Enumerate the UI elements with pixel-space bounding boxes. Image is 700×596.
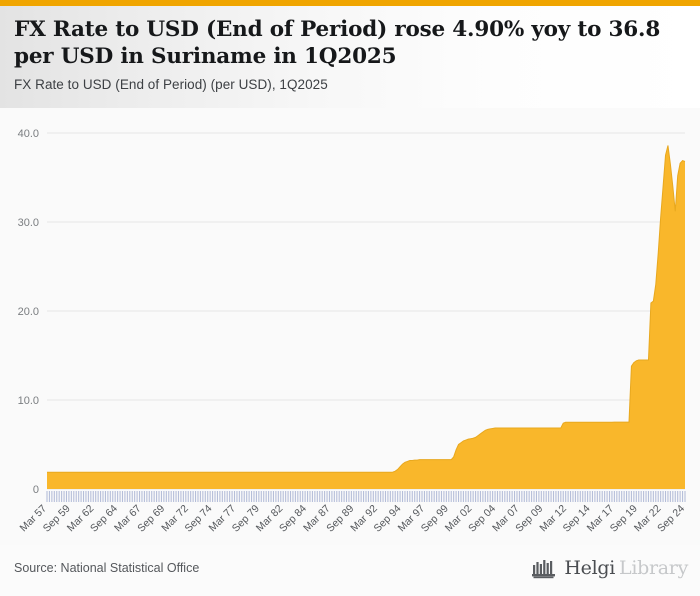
chart-subtitle: FX Rate to USD (End of Period) (per USD)… (14, 77, 328, 92)
y-axis-tick-label: 40.0 (18, 128, 39, 140)
library-building-icon (532, 560, 556, 579)
source-note: Source: National Statistical Office (14, 561, 200, 575)
top-accent-bar (0, 0, 700, 6)
y-axis-tick-label: 30.0 (18, 217, 39, 229)
y-axis-tick-labels: 0 10.0 20.0 30.0 40.0 (18, 128, 39, 496)
x-axis-tick-marks (46, 491, 686, 502)
x-axis-tick-label: Sep 24 (655, 503, 687, 535)
logo-text-secondary: Library (619, 557, 688, 579)
logo-text-primary: Helgi (564, 557, 616, 579)
series-line (47, 145, 686, 473)
helgi-library-logo[interactable]: Helgi Library (532, 557, 688, 579)
series-area-fill (47, 145, 685, 489)
y-axis-tick-label: 0 (33, 484, 39, 496)
page-title: FX Rate to USD (End of Period) rose 4.90… (14, 17, 661, 69)
chart-plot-region: 0 10.0 20.0 30.0 40.0 Mar 57 Sep 59 Mar 62 Sep … (0, 108, 700, 545)
chart-footer: Source: National Statistical Office Helg… (0, 545, 700, 596)
y-axis-tick-label: 20.0 (18, 306, 39, 318)
y-axis-tick-label: 10.0 (18, 395, 39, 407)
chart-header: FX Rate to USD (End of Period) rose 4.90… (0, 6, 700, 108)
